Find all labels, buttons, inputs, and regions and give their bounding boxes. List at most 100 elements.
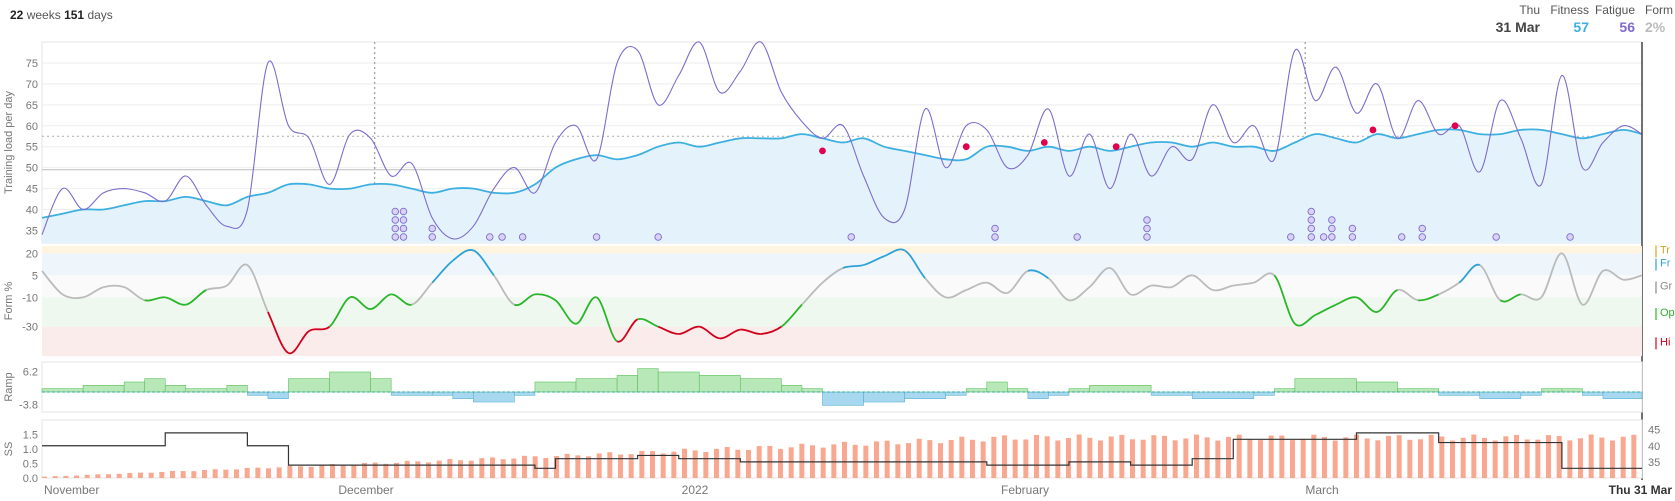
form-line-segment: [1623, 274, 1643, 281]
ss-bar: [1492, 440, 1498, 478]
fitness-area: [42, 129, 1642, 243]
x-axis: November December 2022 February March Thu 31 …: [44, 483, 1672, 497]
ss-bar: [714, 448, 719, 478]
ss-bar: [596, 453, 602, 478]
ss-bar: [1332, 440, 1338, 478]
ss-bar: [84, 474, 90, 478]
ss-bar: [906, 443, 911, 478]
form-line-segment: [123, 286, 145, 302]
ss-bar: [927, 440, 933, 478]
ss-bar: [52, 476, 58, 478]
activity-event-marker: [391, 216, 400, 224]
x-axis-label: December: [338, 483, 393, 497]
peak-marker: [1112, 143, 1120, 151]
ss-bar: [1044, 436, 1050, 478]
ss-bar: [1386, 435, 1391, 478]
ss-bar: [1002, 435, 1007, 478]
form-line-segment: [370, 293, 392, 310]
ss-bar: [1588, 434, 1594, 478]
ss-bar: [1556, 436, 1562, 478]
load-ytick-label: 65: [26, 100, 38, 112]
fatigue-readout: Fatigue 56: [1595, 3, 1635, 35]
activity-event-marker: [1143, 233, 1151, 241]
form-line-segment: [452, 249, 474, 262]
ss-bar: [1524, 439, 1530, 478]
form-line-segment: [246, 264, 269, 313]
form-line-segment: [1335, 296, 1357, 306]
ramp-panel[interactable]: 6.2 -3.8 Ramp: [3, 361, 1643, 413]
ss-bar: [159, 471, 165, 478]
zone-label: Op: [1660, 307, 1675, 319]
date-readout: Thu 31 Mar: [1496, 3, 1540, 35]
form-line-segment: [1458, 263, 1481, 284]
ss-bar: [735, 449, 741, 478]
ss-bar: [1279, 435, 1285, 478]
ss-bar: [170, 470, 175, 478]
ss-bar: [500, 459, 506, 478]
training-load-panel[interactable]: 35 40 45 50 55 60 65 70 75 Training load per day: [3, 41, 1643, 480]
ss-bar: [1247, 438, 1253, 478]
form-line-segment: [595, 296, 618, 343]
activity-event-marker: [1328, 224, 1336, 233]
form-line-segment: [185, 289, 207, 306]
ss-bar: [394, 462, 399, 478]
form-line-segment: [514, 293, 536, 307]
peak-marker: [1369, 126, 1377, 134]
ramp-bar: [534, 381, 577, 393]
ramp-bar: [637, 368, 659, 393]
ss-bar: [95, 474, 101, 478]
activity-event-marker: [1566, 233, 1574, 241]
ss-bar: [628, 454, 634, 478]
ramp-bar: [164, 385, 187, 393]
fitness-line: [41, 128, 1643, 219]
form-line-segment: [1520, 293, 1542, 301]
ramp-bar: [123, 381, 145, 393]
activity-event-marker: [391, 207, 400, 216]
ramp-bar: [822, 391, 864, 406]
form-line-segment: [226, 263, 248, 287]
ss-bar: [970, 439, 975, 478]
ss-bar: [1503, 436, 1509, 478]
form-line-segment: [616, 318, 639, 343]
form-line-segment: [1315, 303, 1337, 316]
form-line-segment: [103, 284, 125, 288]
ss-bar: [660, 453, 666, 478]
activity-event-marker: [518, 233, 527, 241]
ss-bar: [564, 453, 570, 478]
ss-bar: [1098, 440, 1103, 478]
form-line-segment: [267, 311, 290, 354]
ramp-bar: [575, 378, 618, 393]
ss-bar: [458, 460, 463, 478]
fatigue-value: 56: [1619, 19, 1635, 35]
ss-bar: [799, 443, 805, 478]
form-line-segment: [1397, 288, 1419, 302]
ss-bar: [1407, 439, 1413, 478]
activity-event-marker: [1397, 233, 1406, 241]
ramp-bar: [1356, 381, 1398, 393]
ss-bar: [692, 450, 698, 478]
ramp-bar: [904, 391, 947, 399]
form-panel[interactable]: 20 5 -10 -30 Form % Tr Fr Gr Op Hi: [3, 244, 1675, 356]
form-ytick-label: 5: [32, 270, 38, 282]
ss-bar: [1396, 435, 1402, 478]
ss-bar: [1226, 436, 1231, 478]
activity-event-marker: [1307, 224, 1316, 233]
ramp-bar: [986, 381, 1008, 393]
ss-bar: [1119, 434, 1125, 478]
zone-label: Fr: [1660, 258, 1671, 270]
date-value: 31 Mar: [1495, 19, 1540, 35]
ramp-bar: [945, 391, 967, 396]
activity-event-marker: [592, 233, 601, 241]
ss-panel[interactable]: 0.0 0.5 1.0 1.5 35 40 45 SS: [3, 419, 1660, 485]
ss-bar: [1514, 434, 1519, 478]
activity-event-marker: [1073, 233, 1081, 241]
ss-right-tick-label: 45: [1648, 425, 1660, 437]
ss-bar: [1140, 439, 1146, 478]
activity-event-marker: [847, 233, 855, 241]
ss-bar: [607, 452, 613, 478]
ramp-bar: [144, 378, 166, 393]
form-line-segment: [1499, 293, 1522, 303]
activity-event-marker: [391, 224, 400, 233]
activity-event-marker: [1307, 233, 1316, 241]
